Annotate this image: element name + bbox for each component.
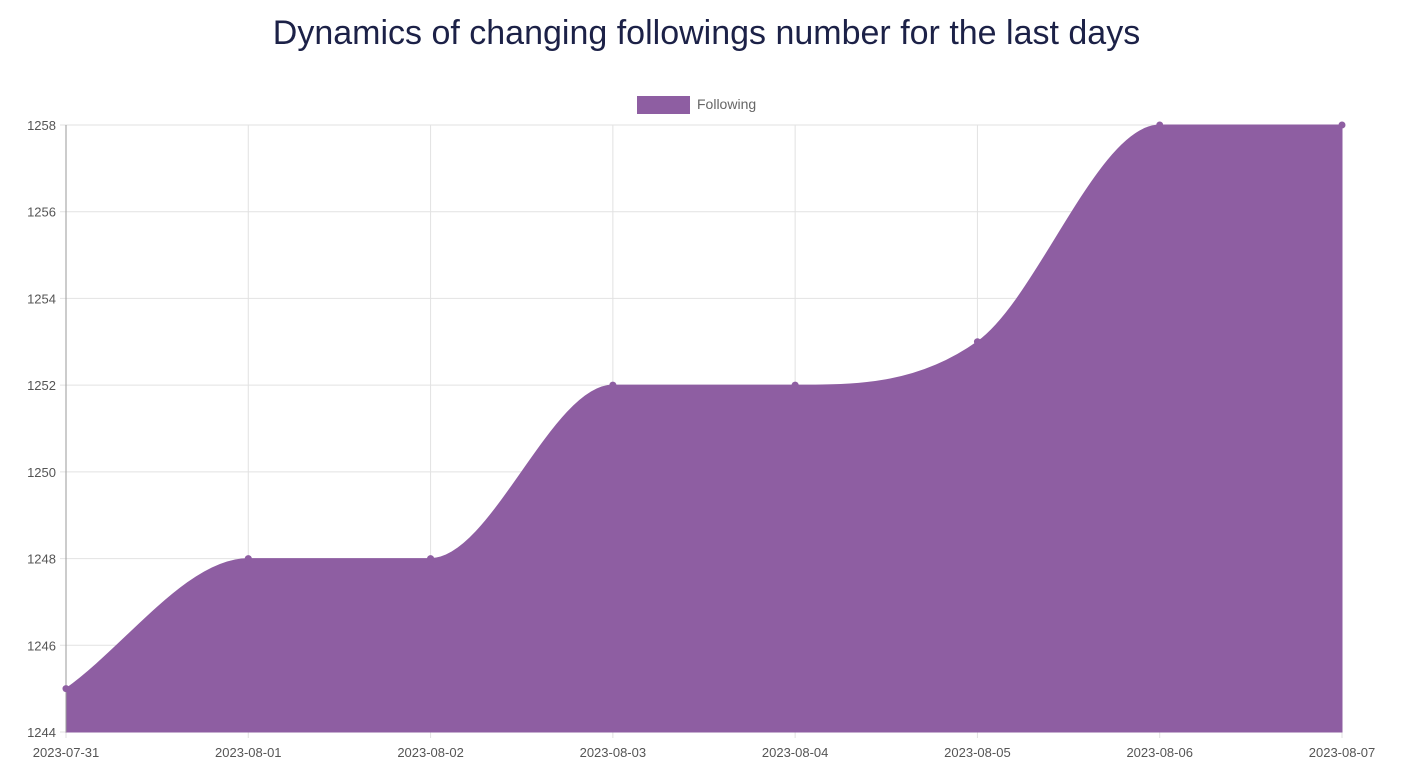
y-tick-label: 1252 bbox=[27, 378, 56, 393]
x-tick-label: 2023-08-05 bbox=[944, 745, 1011, 760]
chart-title: Dynamics of changing followings number f… bbox=[272, 14, 1141, 52]
x-tick-label: 2023-08-03 bbox=[580, 745, 647, 760]
legend-swatch bbox=[637, 96, 690, 114]
data-point bbox=[244, 555, 252, 563]
y-tick-label: 1256 bbox=[27, 205, 56, 220]
axes: 1244 1246 1248 1250 1252 1254 1256 1258 2023-07-… bbox=[27, 118, 1375, 760]
legend-label: Following bbox=[697, 96, 756, 112]
x-tick-label: 2023-08-06 bbox=[1126, 745, 1193, 760]
y-tick-label: 1254 bbox=[27, 291, 56, 306]
series-area bbox=[65, 124, 1343, 733]
y-tick-label: 1250 bbox=[27, 465, 56, 480]
data-point bbox=[791, 381, 799, 389]
series-points bbox=[62, 121, 1346, 693]
data-point bbox=[1156, 121, 1164, 129]
data-point bbox=[973, 338, 981, 346]
x-tick-label: 2023-08-07 bbox=[1309, 745, 1376, 760]
y-tick-label: 1246 bbox=[27, 638, 56, 653]
data-point bbox=[609, 381, 617, 389]
y-tick-label: 1244 bbox=[27, 725, 56, 740]
data-point bbox=[427, 555, 435, 563]
y-tick-label: 1258 bbox=[27, 118, 56, 133]
legend[interactable]: Following bbox=[637, 96, 756, 114]
data-point bbox=[62, 685, 70, 693]
y-tick-label: 1248 bbox=[27, 552, 56, 567]
series-area-layer bbox=[65, 124, 1343, 733]
x-tick-label: 2023-08-01 bbox=[215, 745, 282, 760]
x-tick-label: 2023-07-31 bbox=[33, 745, 100, 760]
x-tick-label: 2023-08-02 bbox=[397, 745, 464, 760]
data-point bbox=[1338, 121, 1346, 129]
x-tick-label: 2023-08-04 bbox=[762, 745, 829, 760]
